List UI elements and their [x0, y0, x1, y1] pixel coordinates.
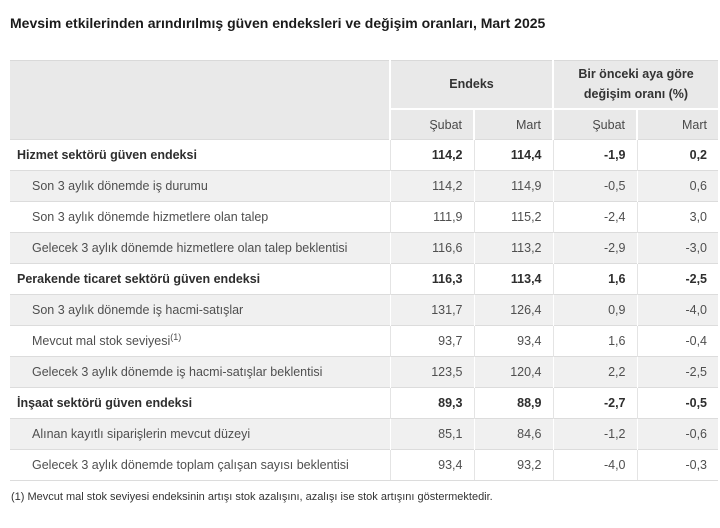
table-row: Gelecek 3 aylık dönemde iş hacmi-satışla…: [10, 356, 719, 388]
value-cell: 111,9: [389, 201, 474, 233]
header-corner-cell: [10, 60, 390, 140]
value-cell: 116,6: [389, 232, 474, 264]
value-cell: 93,7: [389, 325, 474, 357]
value-cell: -0,3: [636, 449, 719, 482]
value-cell: -4,0: [552, 449, 637, 482]
row-label: Gelecek 3 aylık dönemde hizmetlere olan …: [10, 232, 390, 264]
table-header: Endeks Bir önceki aya göre değişim oranı…: [10, 60, 719, 140]
table-row: Mevcut mal stok seviyesi(1) 93,7 93,4 1,…: [10, 325, 719, 357]
header-group-row: Endeks Bir önceki aya göre değişim oranı…: [10, 60, 719, 140]
row-label: Gelecek 3 aylık dönemde toplam çalışan s…: [10, 449, 390, 482]
row-label: Gelecek 3 aylık dönemde iş hacmi-satışla…: [10, 356, 390, 388]
value-cell: -0,6: [636, 418, 719, 450]
confidence-index-table: Endeks Bir önceki aya göre değişim oranı…: [10, 60, 719, 482]
value-cell: 116,3: [389, 263, 474, 295]
row-label-text: Mevcut mal stok seviyesi: [32, 334, 171, 349]
row-label: İnşaat sektörü güven endeksi: [10, 387, 390, 419]
value-cell: -2,4: [552, 201, 637, 233]
header-month-change-mart: Mart: [635, 108, 719, 140]
value-cell: 89,3: [389, 387, 474, 419]
table-row: Alınan kayıtlı siparişlerin mevcut düzey…: [10, 418, 719, 450]
table-row-section-insaat: İnşaat sektörü güven endeksi 89,3 88,9 -…: [10, 387, 719, 419]
value-cell: 123,5: [389, 356, 474, 388]
footnote: (1) Mevcut mal stok seviyesi endeksinin …: [11, 491, 493, 504]
table-row: Gelecek 3 aylık dönemde hizmetlere olan …: [10, 232, 719, 264]
value-cell: 113,2: [473, 232, 553, 264]
value-cell: 114,2: [389, 170, 474, 202]
value-cell: 3,0: [636, 201, 719, 233]
value-cell: -1,2: [552, 418, 637, 450]
value-cell: 1,6: [552, 263, 637, 295]
header-group-endeks: Endeks: [389, 60, 553, 110]
value-cell: -0,5: [636, 387, 719, 419]
value-cell: 88,9: [473, 387, 553, 419]
value-cell: 2,2: [552, 356, 637, 388]
header-month-endeks-mart: Mart: [473, 108, 553, 140]
value-cell: 115,2: [473, 201, 553, 233]
value-cell: 114,2: [389, 139, 474, 171]
header-month-row: Şubat Mart Şubat Mart: [10, 108, 719, 140]
value-cell: -2,9: [552, 232, 637, 264]
table-body: Hizmet sektörü güven endeksi 114,2 114,4…: [10, 139, 719, 482]
value-cell: 114,4: [473, 139, 553, 171]
header-month-endeks-subat: Şubat: [389, 108, 474, 140]
table-row: Son 3 aylık dönemde iş hacmi-satışlar 13…: [10, 294, 719, 326]
header-group-monthly-change: Bir önceki aya göre değişim oranı (%): [551, 60, 719, 110]
value-cell: 85,1: [389, 418, 474, 450]
row-label: Son 3 aylık dönemde iş hacmi-satışlar: [10, 294, 390, 326]
row-label: Son 3 aylık dönemde hizmetlere olan tale…: [10, 201, 390, 233]
value-cell: -2,5: [636, 263, 719, 295]
value-cell: 120,4: [473, 356, 553, 388]
value-cell: 1,6: [552, 325, 637, 357]
table-row-section-perakende: Perakende ticaret sektörü güven endeksi …: [10, 263, 719, 295]
row-label: Mevcut mal stok seviyesi(1): [10, 325, 390, 357]
value-cell: 0,2: [636, 139, 719, 171]
page-title: Mevsim etkilerinden arındırılmış güven e…: [10, 15, 546, 31]
row-label: Perakende ticaret sektörü güven endeksi: [10, 263, 390, 295]
value-cell: 93,4: [473, 325, 553, 357]
table-row: Gelecek 3 aylık dönemde toplam çalışan s…: [10, 449, 719, 482]
row-label: Son 3 aylık dönemde iş durumu: [10, 170, 390, 202]
value-cell: 0,9: [552, 294, 637, 326]
value-cell: -3,0: [636, 232, 719, 264]
value-cell: -4,0: [636, 294, 719, 326]
table-row: Son 3 aylık dönemde hizmetlere olan tale…: [10, 201, 719, 233]
value-cell: 93,4: [389, 449, 474, 482]
footnote-marker: (1): [170, 332, 182, 343]
value-cell: -2,5: [636, 356, 719, 388]
value-cell: -1,9: [552, 139, 637, 171]
row-label: Alınan kayıtlı siparişlerin mevcut düzey…: [10, 418, 390, 450]
value-cell: -0,5: [552, 170, 637, 202]
header-month-change-subat: Şubat: [552, 108, 637, 140]
value-cell: -0,4: [636, 325, 719, 357]
value-cell: 126,4: [473, 294, 553, 326]
value-cell: 93,2: [473, 449, 553, 482]
value-cell: 84,6: [473, 418, 553, 450]
value-cell: 114,9: [473, 170, 553, 202]
value-cell: 113,4: [473, 263, 553, 295]
table-row: Son 3 aylık dönemde iş durumu 114,2 114,…: [10, 170, 719, 202]
value-cell: 131,7: [389, 294, 474, 326]
value-cell: -2,7: [552, 387, 637, 419]
table-row-section-hizmet: Hizmet sektörü güven endeksi 114,2 114,4…: [10, 139, 719, 171]
value-cell: 0,6: [636, 170, 719, 202]
row-label: Hizmet sektörü güven endeksi: [10, 139, 390, 171]
